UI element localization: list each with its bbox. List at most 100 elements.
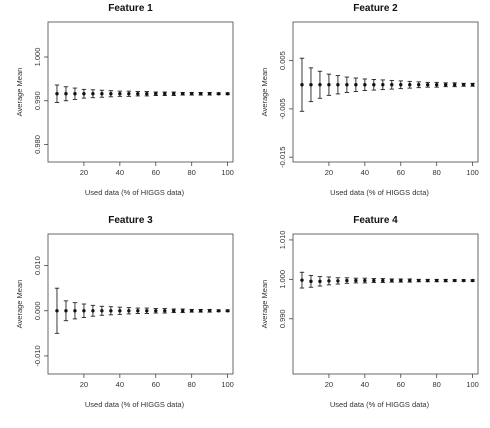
point-marker (336, 83, 340, 87)
data-point-20 (470, 82, 475, 87)
data-point-10 (135, 307, 141, 314)
data-point-19 (461, 82, 466, 87)
point-marker (64, 309, 68, 313)
point-marker (136, 309, 140, 313)
y-axis-label: Average Mean (15, 68, 24, 117)
data-point-14 (416, 278, 421, 283)
data-point-18 (452, 82, 457, 88)
point-marker (372, 83, 376, 87)
chart-panel-feature-3: Feature 3 20 40 60 80 100 -0.010 0.000 0.010 Used… (0, 212, 245, 423)
point-marker (145, 92, 149, 96)
data-point-15 (180, 91, 185, 96)
point-marker (127, 92, 131, 96)
point-marker (399, 278, 403, 283)
x-tick-label: 60 (152, 380, 160, 389)
data-point-12 (153, 308, 158, 314)
point-marker (189, 309, 194, 313)
y-tick-label: 0.980 (33, 135, 42, 154)
data-point-3 (317, 70, 323, 99)
data-point-7 (108, 90, 114, 98)
x-tick-label: 80 (433, 380, 441, 389)
y-axis-label: Average Mean (15, 280, 24, 329)
point-marker (434, 83, 439, 87)
data-point-10 (380, 79, 386, 91)
data-point-11 (144, 307, 149, 314)
x-tick-label: 40 (361, 380, 369, 389)
point-marker (163, 309, 167, 313)
point-marker (64, 92, 68, 96)
point-marker (109, 92, 113, 96)
data-point-12 (398, 80, 403, 90)
data-point-7 (353, 277, 359, 284)
x-tick-label: 80 (188, 168, 196, 177)
data-point-16 (189, 308, 194, 313)
y-tick-label: 1.000 (278, 270, 287, 289)
data-point-13 (162, 91, 167, 96)
point-marker (443, 278, 448, 283)
point-marker (318, 279, 322, 284)
point-marker (434, 278, 439, 283)
data-point-12 (398, 278, 403, 283)
data-point-9 (371, 278, 377, 283)
chart-panel-feature-2: Feature 2 20 40 60 80 100 -0.015 -0.005 0.005 Use… (245, 0, 490, 212)
data-point-14 (171, 91, 176, 96)
point-marker (216, 309, 221, 313)
data-point-19 (461, 278, 466, 283)
x-tick-label: 40 (361, 168, 369, 177)
data-point-6 (99, 89, 105, 98)
point-marker (198, 92, 203, 96)
x-tick-label: 60 (397, 168, 405, 177)
data-point-13 (407, 80, 412, 89)
data-point-10 (135, 91, 141, 97)
data-point-5 (90, 304, 96, 317)
point-marker (154, 92, 158, 96)
x-axis-label: Used data (% of HIGGS dcta) (330, 188, 429, 197)
data-point-9 (126, 307, 132, 315)
point-marker (91, 309, 95, 313)
point-marker (426, 278, 430, 283)
point-marker (354, 83, 358, 87)
point-marker (181, 309, 185, 313)
data-point-4 (81, 88, 87, 99)
data-point-2 (308, 67, 314, 103)
x-tick-label: 100 (466, 168, 479, 177)
data-point-1 (299, 57, 305, 112)
data-point-17 (198, 91, 203, 96)
data-point-11 (389, 278, 394, 283)
data-point-6 (344, 277, 350, 284)
data-point-5 (90, 89, 96, 99)
point-marker (73, 309, 77, 313)
point-marker (408, 278, 412, 283)
data-point-4 (326, 73, 332, 96)
plot-frame (47, 21, 234, 163)
point-marker (225, 92, 230, 96)
point-marker (55, 309, 59, 313)
point-marker (461, 83, 466, 87)
point-marker (207, 309, 212, 313)
x-tick-label: 100 (221, 380, 234, 389)
point-marker (408, 83, 412, 87)
x-tick-label: 40 (116, 380, 124, 389)
y-tick-label: 0.000 (33, 301, 42, 320)
point-marker (109, 309, 113, 313)
point-marker (426, 83, 430, 87)
point-marker (55, 92, 59, 96)
x-axis-label: Used data (% of HIGGS data) (85, 400, 185, 409)
point-marker (82, 92, 86, 96)
chart-feature-1: Feature 1 20 40 60 80 100 0.980 0.990 1.000 Used … (15, 3, 234, 197)
data-point-12 (153, 91, 158, 96)
data-point-7 (108, 306, 114, 316)
x-tick-label: 20 (325, 168, 333, 177)
data-point-2 (63, 300, 69, 322)
plot-frame (47, 233, 234, 375)
x-tick-label: 80 (188, 380, 196, 389)
point-marker (345, 83, 349, 87)
x-tick-label: 80 (433, 168, 441, 177)
plot-frame (292, 21, 479, 163)
point-marker (100, 92, 104, 96)
point-marker (172, 309, 176, 313)
data-point-9 (371, 78, 377, 91)
y-tick-label: 0.990 (278, 309, 287, 328)
point-marker (145, 309, 149, 313)
y-tick-label: 0.010 (33, 256, 42, 275)
